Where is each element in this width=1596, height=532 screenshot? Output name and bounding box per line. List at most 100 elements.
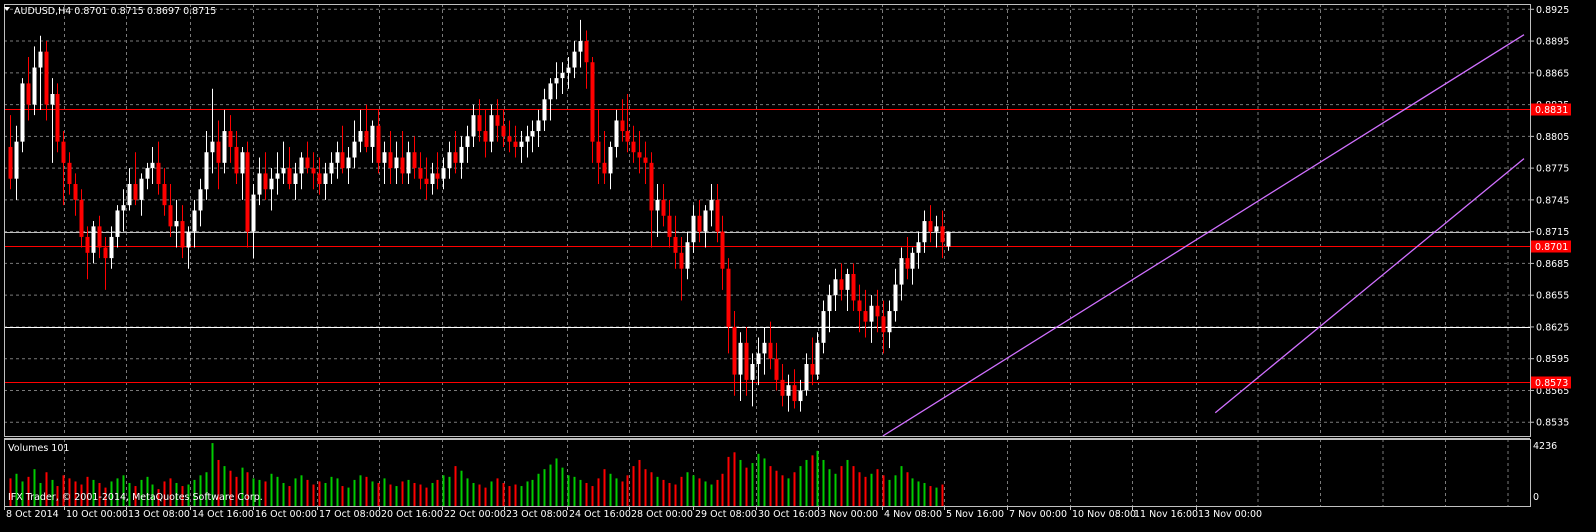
- price-tick-label: 0.8655: [1536, 291, 1569, 302]
- candle-body: [162, 184, 167, 206]
- channel-line[interactable]: [882, 34, 1525, 437]
- candle-body: [352, 141, 357, 158]
- candle-body: [103, 247, 108, 259]
- candle-body: [139, 178, 144, 200]
- candle-body: [447, 152, 452, 169]
- candle-body: [8, 146, 13, 179]
- candle-body: [317, 173, 322, 184]
- candle-body: [774, 358, 779, 380]
- candle-body: [293, 173, 298, 184]
- candle-body: [335, 152, 340, 163]
- price-tick-label: 0.8805: [1536, 132, 1569, 143]
- chart-dropdown-icon[interactable]: [4, 7, 10, 11]
- candle-body: [263, 173, 268, 190]
- time-tick-label: 7 Nov 00:00: [1009, 509, 1067, 520]
- time-tick-label: 4 Nov 08:00: [884, 509, 942, 520]
- candle-body: [97, 226, 102, 248]
- price-tick-label: 0.8625: [1536, 322, 1569, 333]
- candle-body: [91, 226, 96, 253]
- candle-body: [240, 152, 245, 174]
- candle-body: [234, 146, 239, 174]
- time-tick-label: 8 Oct 2014: [6, 509, 59, 520]
- candle-body: [756, 353, 761, 364]
- candle-body: [744, 342, 749, 380]
- candle-body: [542, 99, 547, 121]
- price-tick-label: 0.8895: [1536, 37, 1569, 48]
- candle-body: [168, 205, 173, 227]
- candle-body: [810, 364, 815, 375]
- candle-body: [115, 210, 120, 237]
- candle-body: [441, 168, 446, 179]
- candle-body: [679, 252, 684, 269]
- time-tick-label: 5 Nov 16:00: [946, 509, 1004, 520]
- candle-body: [572, 51, 577, 68]
- time-tick-label: 22 Oct 00:00: [444, 509, 506, 520]
- candle-body: [400, 157, 405, 174]
- candle-body: [720, 231, 725, 269]
- candle-body: [245, 152, 250, 232]
- volume-tick-label: 4236: [1533, 441, 1557, 452]
- candle-body: [73, 184, 78, 200]
- candle-body: [851, 274, 856, 301]
- candle-body: [109, 236, 114, 259]
- candle-body: [530, 131, 535, 137]
- candle-body: [732, 326, 737, 375]
- candle-body: [121, 205, 126, 211]
- time-tick-label: 14 Oct 16:00: [192, 509, 254, 520]
- candle-body: [584, 41, 589, 63]
- candle-body: [910, 252, 915, 269]
- candle-body: [673, 236, 678, 253]
- candle-body: [435, 173, 440, 179]
- candle-body: [738, 342, 743, 375]
- candle-body: [815, 342, 820, 375]
- candle-body: [798, 390, 803, 402]
- candle-body: [394, 157, 399, 169]
- candle-body: [459, 146, 464, 163]
- candle-body: [525, 136, 530, 142]
- candle-body: [667, 215, 672, 237]
- candle-body: [453, 152, 458, 163]
- symbol-info: AUDUSD,H4 0.8701 0.8715 0.8697 0.8715: [14, 6, 216, 17]
- candle-body: [418, 168, 423, 179]
- candle-body: [833, 279, 838, 296]
- price-tick-label: 0.8925: [1536, 5, 1569, 16]
- candle-body: [780, 379, 785, 396]
- candle-body: [275, 173, 280, 179]
- candle-body: [174, 221, 179, 227]
- candle-body: [548, 83, 553, 100]
- candle-body: [887, 311, 892, 333]
- candle-body: [412, 152, 417, 169]
- candle-body: [614, 120, 619, 147]
- candle-body: [507, 136, 512, 142]
- candle-body: [608, 146, 613, 174]
- channel-line[interactable]: [1214, 158, 1525, 414]
- candle-body: [554, 78, 559, 84]
- candle-body: [649, 162, 654, 211]
- candle-body: [495, 115, 500, 126]
- candle-body: [305, 157, 310, 169]
- candle-body: [590, 62, 595, 142]
- candle-body: [821, 311, 826, 343]
- candle-body: [697, 215, 702, 232]
- candle-body: [845, 274, 850, 290]
- candle-body: [768, 342, 773, 359]
- candle-body: [382, 152, 387, 163]
- candle-body: [204, 152, 209, 190]
- candle-body: [946, 231, 951, 247]
- trend-channel[interactable]: [882, 34, 1525, 437]
- level-price-text: 0.8573: [1535, 378, 1568, 389]
- candle-body: [602, 162, 607, 174]
- volume-bars: [9, 443, 944, 506]
- candle-body: [406, 152, 411, 174]
- candle-body: [388, 152, 393, 169]
- candle-body: [79, 199, 84, 237]
- horizontal-levels[interactable]: [4, 109, 1530, 383]
- candle-body: [38, 51, 43, 68]
- level-price-text: 0.8701: [1535, 242, 1568, 253]
- candle-body: [655, 199, 660, 211]
- candle-body: [186, 231, 191, 248]
- candle-body: [257, 173, 262, 195]
- candle-body: [44, 51, 49, 105]
